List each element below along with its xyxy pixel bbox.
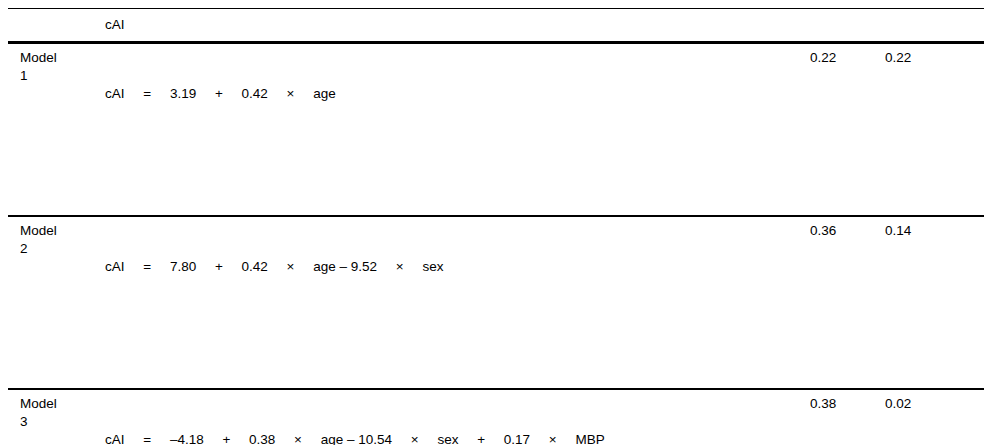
regression-models-table: cAI Model 1 cAI = 3.19 + 0.42 × age 0.22…: [8, 8, 984, 445]
equation-line: cAI = 7.80 + 0.42 × age – 9.52 × sex: [105, 258, 810, 276]
r2-cell: 0.38: [810, 395, 885, 445]
model-number: 3: [20, 413, 105, 431]
model-cell: Model 3: [20, 395, 105, 445]
table-row-model-1: Model 1 cAI = 3.19 + 0.42 × age 0.22 0.2…: [8, 44, 984, 215]
equation-line: cAI = –4.18 + 0.38 × age – 10.54 × sex +…: [105, 431, 810, 445]
p-cell: 0.14: [885, 222, 984, 384]
model-number: 2: [20, 240, 105, 258]
header-model-cell: [20, 16, 105, 34]
table-header-row: cAI: [8, 9, 984, 41]
model-label: Model: [20, 395, 105, 413]
equation-cell: cAI = 3.19 + 0.42 × age: [105, 49, 810, 211]
header-p-cell: [885, 16, 984, 34]
header-equation-cell: cAI: [105, 16, 810, 34]
equation-line: cAI = 3.19 + 0.42 × age: [105, 85, 810, 103]
equation-cell: cAI = –4.18 + 0.38 × age – 10.54 × sex +…: [105, 395, 810, 445]
equation-cell: cAI = 7.80 + 0.42 × age – 9.52 × sex: [105, 222, 810, 384]
model-cell: Model 1: [20, 49, 105, 211]
table-row-model-3: Model 3 cAI = –4.18 + 0.38 × age – 10.54…: [8, 390, 984, 445]
table-row-model-2: Model 2 cAI = 7.80 + 0.42 × age – 9.52 ×…: [8, 217, 984, 388]
header-r2-cell: [810, 16, 885, 34]
r2-cell: 0.36: [810, 222, 885, 384]
model-number: 1: [20, 67, 105, 85]
model-cell: Model 2: [20, 222, 105, 384]
p-cell: 0.02: [885, 395, 984, 445]
r2-cell: 0.22: [810, 49, 885, 211]
model-label: Model: [20, 222, 105, 240]
model-label: Model: [20, 49, 105, 67]
p-cell: 0.22: [885, 49, 984, 211]
